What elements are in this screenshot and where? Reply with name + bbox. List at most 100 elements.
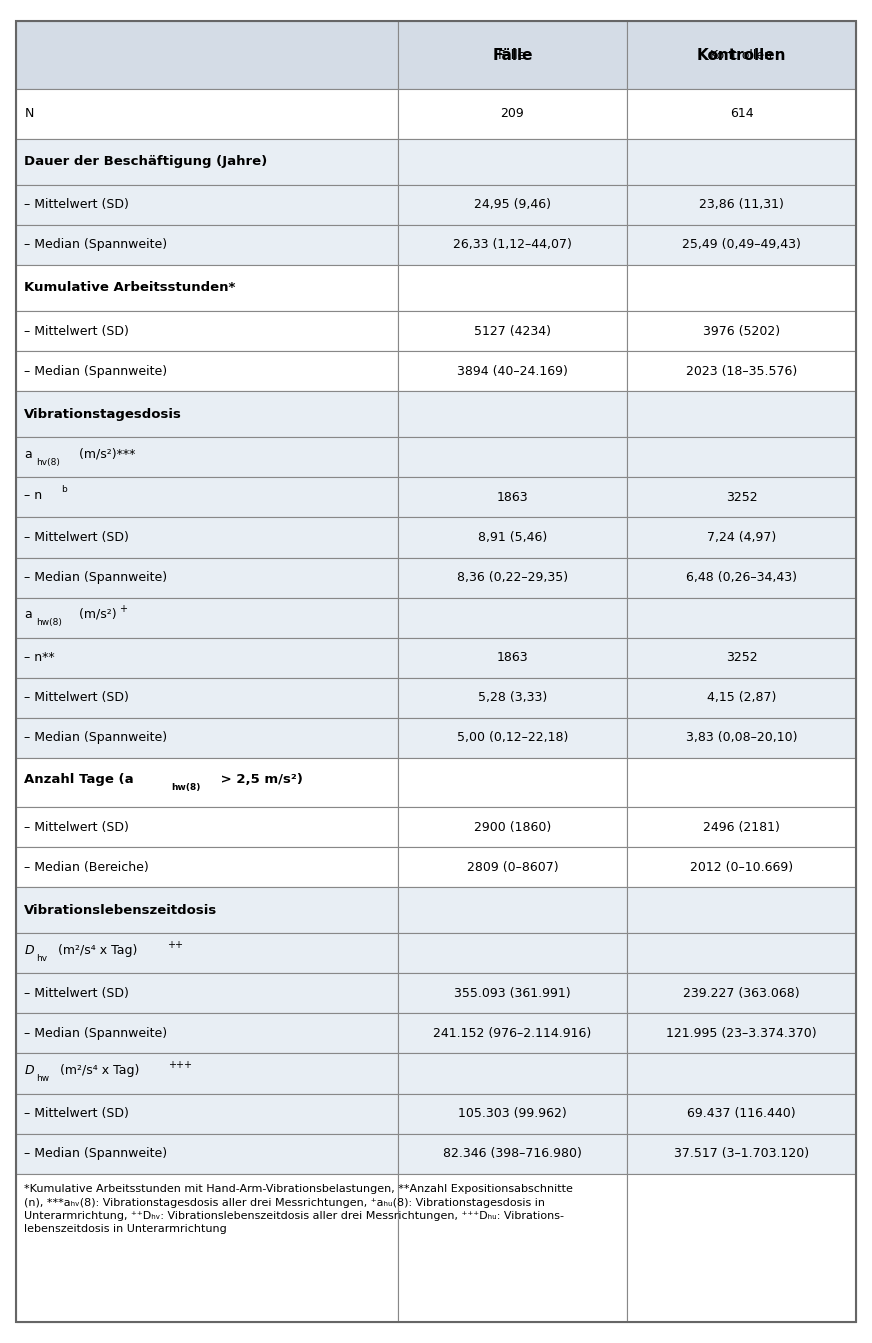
Bar: [16, 933, 399, 974]
Bar: [627, 185, 856, 224]
Bar: [399, 224, 627, 265]
Text: hv: hv: [37, 954, 48, 963]
Bar: [399, 847, 627, 888]
Bar: [627, 1174, 856, 1322]
Text: hw(8): hw(8): [171, 783, 201, 792]
Text: 3252: 3252: [726, 651, 758, 665]
Text: 3894 (40–24.169): 3894 (40–24.169): [457, 365, 568, 377]
Text: Kontrollen: Kontrollen: [697, 48, 787, 63]
Text: – Mittelwert (SD): – Mittelwert (SD): [24, 821, 129, 834]
Bar: [627, 265, 856, 312]
Bar: [399, 1014, 627, 1053]
Bar: [16, 557, 399, 598]
Text: 614: 614: [730, 107, 753, 121]
Bar: [399, 312, 627, 351]
Bar: [627, 438, 856, 477]
Bar: [627, 1133, 856, 1174]
Bar: [627, 138, 856, 185]
Text: hw: hw: [37, 1074, 50, 1082]
Text: N: N: [24, 107, 34, 121]
Text: Anzahl Tage (a: Anzahl Tage (a: [24, 774, 134, 786]
Text: 4,15 (2,87): 4,15 (2,87): [707, 692, 776, 704]
Bar: [16, 847, 399, 888]
Text: 2023 (18–35.576): 2023 (18–35.576): [686, 365, 797, 377]
Text: – Median (Spannweite): – Median (Spannweite): [24, 365, 167, 377]
Text: 8,91 (5,46): 8,91 (5,46): [478, 530, 547, 544]
Bar: [16, 477, 399, 517]
Text: 5,28 (3,33): 5,28 (3,33): [478, 692, 547, 704]
Bar: [627, 557, 856, 598]
Bar: [627, 224, 856, 265]
Bar: [627, 757, 856, 807]
Bar: [16, 974, 399, 1014]
Text: D: D: [24, 1064, 34, 1077]
Text: – Mittelwert (SD): – Mittelwert (SD): [24, 987, 129, 1001]
Text: 2496 (2181): 2496 (2181): [703, 821, 780, 834]
Text: Vibrationstagesdosis: Vibrationstagesdosis: [24, 408, 182, 420]
Bar: [399, 265, 627, 312]
Bar: [399, 1133, 627, 1174]
Text: 3976 (5202): 3976 (5202): [703, 325, 780, 337]
Text: 37.517 (3–1.703.120): 37.517 (3–1.703.120): [674, 1147, 809, 1160]
Bar: [16, 438, 399, 477]
Bar: [399, 351, 627, 391]
Bar: [16, 1053, 399, 1093]
Bar: [627, 351, 856, 391]
Text: 6,48 (0,26–34,43): 6,48 (0,26–34,43): [686, 571, 797, 584]
Text: 1863: 1863: [497, 492, 528, 504]
Bar: [16, 1133, 399, 1174]
Text: +: +: [119, 604, 126, 614]
Bar: [627, 391, 856, 438]
Text: – Mittelwert (SD): – Mittelwert (SD): [24, 1107, 129, 1120]
Bar: [399, 557, 627, 598]
Text: hw(8): hw(8): [36, 618, 62, 627]
Bar: [16, 888, 399, 933]
Bar: [16, 1093, 399, 1133]
Text: 355.093 (361.991): 355.093 (361.991): [454, 987, 571, 1001]
Bar: [399, 974, 627, 1014]
Bar: [627, 717, 856, 757]
Bar: [627, 847, 856, 888]
Text: ++: ++: [167, 940, 182, 950]
Text: (m²/s⁴ x Tag): (m²/s⁴ x Tag): [54, 944, 138, 956]
Bar: [627, 89, 856, 138]
Bar: [16, 312, 399, 351]
Text: Dauer der Beschäftigung (Jahre): Dauer der Beschäftigung (Jahre): [24, 156, 268, 168]
Text: – Median (Spannweite): – Median (Spannweite): [24, 1147, 167, 1160]
Bar: [16, 598, 399, 638]
Bar: [399, 438, 627, 477]
Text: Fälle: Fälle: [498, 48, 527, 62]
Text: 2900 (1860): 2900 (1860): [473, 821, 551, 834]
Bar: [16, 89, 399, 138]
Text: 121.995 (23–3.374.370): 121.995 (23–3.374.370): [666, 1027, 817, 1039]
Text: 239.227 (363.068): 239.227 (363.068): [684, 987, 800, 1001]
Bar: [16, 638, 399, 678]
Text: > 2,5 m/s²): > 2,5 m/s²): [216, 774, 303, 786]
Text: *Kumulative Arbeitsstunden mit Hand-Arm-Vibrationsbelastungen, **Anzahl Expositi: *Kumulative Arbeitsstunden mit Hand-Arm-…: [24, 1185, 573, 1234]
Text: Fälle: Fälle: [493, 48, 533, 63]
Bar: [16, 717, 399, 757]
Bar: [399, 638, 627, 678]
Text: D: D: [24, 944, 34, 956]
Bar: [399, 138, 627, 185]
Bar: [399, 807, 627, 847]
Text: 3252: 3252: [726, 492, 758, 504]
Text: – Mittelwert (SD): – Mittelwert (SD): [24, 692, 129, 704]
Text: +++: +++: [168, 1060, 193, 1070]
Bar: [16, 265, 399, 312]
Bar: [399, 933, 627, 974]
Text: 25,49 (0,49–49,43): 25,49 (0,49–49,43): [682, 238, 801, 251]
Bar: [16, 138, 399, 185]
Text: 7,24 (4,97): 7,24 (4,97): [707, 530, 776, 544]
Bar: [399, 89, 627, 138]
Bar: [399, 1093, 627, 1133]
Bar: [16, 21, 399, 89]
Text: (m/s²): (m/s²): [75, 608, 117, 620]
Text: – Median (Spannweite): – Median (Spannweite): [24, 731, 167, 744]
Bar: [16, 351, 399, 391]
Bar: [16, 757, 399, 807]
Text: a: a: [24, 447, 32, 461]
Bar: [627, 1014, 856, 1053]
Text: (m²/s⁴ x Tag): (m²/s⁴ x Tag): [56, 1064, 140, 1077]
Text: 69.437 (116.440): 69.437 (116.440): [687, 1107, 796, 1120]
